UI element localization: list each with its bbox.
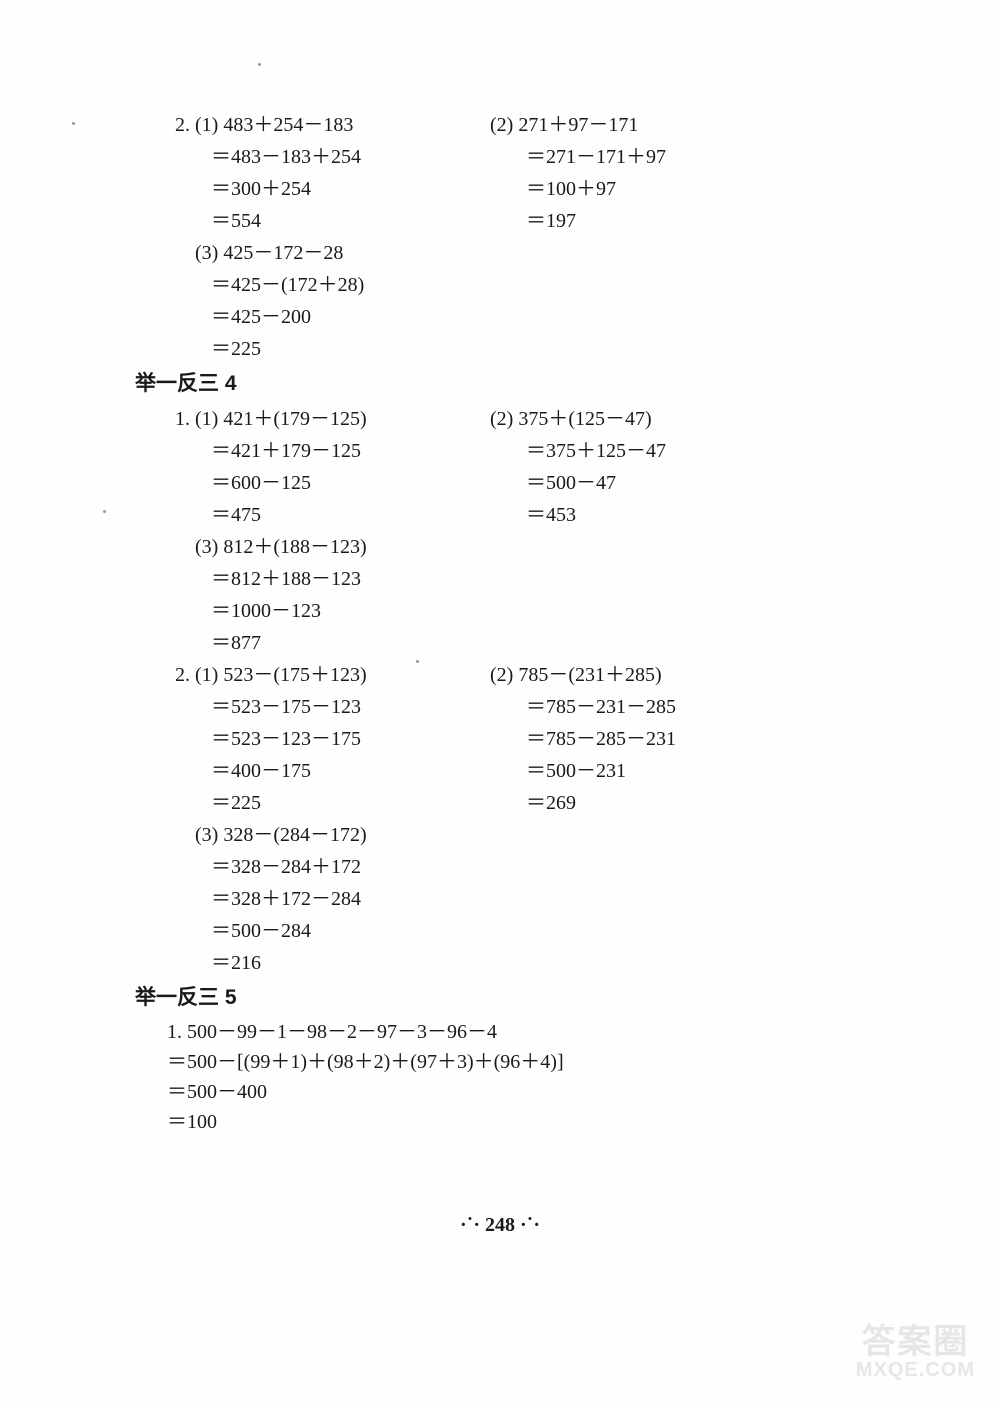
step-row: ＝523－123－175 ＝785－285－231 <box>135 724 920 754</box>
step: ＝500－[(99＋1)＋(98＋2)＋(97＋3)＋(96＋4)] <box>135 1047 920 1077</box>
step: ＝375＋125－47 <box>490 436 920 466</box>
problem-label: (2) 375＋(125－47) <box>490 404 920 434</box>
section-heading: 举一反三 5 <box>135 982 920 1014</box>
step: ＝523－123－175 <box>135 724 490 754</box>
step-row: ＝328－284＋172 <box>135 852 920 882</box>
page-number-deco: ·˙· <box>520 1214 540 1236</box>
step: ＝500－284 <box>135 916 490 946</box>
step: ＝271－171＋97 <box>490 142 920 172</box>
problem-row: 2. (1) 523－(175＋123) (2) 785－(231＋285) <box>135 660 920 690</box>
step-row: ＝475 ＝453 <box>135 500 920 530</box>
step-row: ＝421＋179－125 ＝375＋125－47 <box>135 436 920 466</box>
problem-row: (3) 425－172－28 <box>135 238 920 268</box>
problem-label: (2) 785－(231＋285) <box>490 660 920 690</box>
scan-speck <box>258 63 261 66</box>
step: ＝475 <box>135 500 490 530</box>
step: ＝328－284＋172 <box>135 852 490 882</box>
step: ＝425－200 <box>135 302 490 332</box>
step-row: ＝812＋188－123 <box>135 564 920 594</box>
problem-label: (3) 812＋(188－123) <box>135 532 490 562</box>
problem-row: 2. (1) 483＋254－183 (2) 271＋97－171 <box>135 110 920 140</box>
step-row: ＝600－125 ＝500－47 <box>135 468 920 498</box>
step-row: ＝500－284 <box>135 916 920 946</box>
step-row: ＝225 ＝269 <box>135 788 920 818</box>
page-number-value: 248 <box>485 1214 515 1236</box>
watermark-url: MXQE.COM <box>856 1359 975 1382</box>
step: ＝785－285－231 <box>490 724 920 754</box>
step: ＝100 <box>135 1107 920 1137</box>
step: ＝421＋179－125 <box>135 436 490 466</box>
scan-speck <box>72 122 75 125</box>
step-row: ＝425－(172＋28) <box>135 270 920 300</box>
problem-label: 2. (1) 523－(175＋123) <box>135 660 490 690</box>
step: ＝812＋188－123 <box>135 564 490 594</box>
page-number: ·˙· 248 ·˙· <box>0 1214 1000 1237</box>
step-row: ＝1000－123 <box>135 596 920 626</box>
step-row: ＝877 <box>135 628 920 658</box>
step: ＝225 <box>135 334 490 364</box>
step: ＝500－47 <box>490 468 920 498</box>
step: ＝100＋97 <box>490 174 920 204</box>
step: ＝554 <box>135 206 490 236</box>
step: ＝1000－123 <box>135 596 490 626</box>
problem-label: 1. (1) 421＋(179－125) <box>135 404 490 434</box>
step-row: ＝483－183＋254 ＝271－171＋97 <box>135 142 920 172</box>
step-row: ＝400－175 ＝500－231 <box>135 756 920 786</box>
step-row: ＝216 <box>135 948 920 978</box>
scan-speck <box>416 660 419 663</box>
section-heading: 举一反三 4 <box>135 368 920 400</box>
step-row: ＝225 <box>135 334 920 364</box>
watermark-text: 答案圈 <box>856 1314 975 1363</box>
page-number-deco: ·˙· <box>460 1214 480 1236</box>
step: ＝400－175 <box>135 756 490 786</box>
step: ＝500－231 <box>490 756 920 786</box>
step: ＝877 <box>135 628 490 658</box>
problem-label: 2. (1) 483＋254－183 <box>135 110 490 140</box>
problem-label: 1. 500－99－1－98－2－97－3－96－4 <box>135 1017 920 1047</box>
step-row: ＝300＋254 ＝100＋97 <box>135 174 920 204</box>
step-row: ＝523－175－123 ＝785－231－285 <box>135 692 920 722</box>
step: ＝600－125 <box>135 468 490 498</box>
step: ＝197 <box>490 206 920 236</box>
step: ＝785－231－285 <box>490 692 920 722</box>
problem-label: (3) 328－(284－172) <box>135 820 490 850</box>
step: ＝425－(172＋28) <box>135 270 490 300</box>
step: ＝500－400 <box>135 1077 920 1107</box>
step: ＝225 <box>135 788 490 818</box>
problem-row: (3) 812＋(188－123) <box>135 532 920 562</box>
step: ＝216 <box>135 948 490 978</box>
problem-row: (3) 328－(284－172) <box>135 820 920 850</box>
step: ＝269 <box>490 788 920 818</box>
step: ＝328＋172－284 <box>135 884 490 914</box>
step-row: ＝328＋172－284 <box>135 884 920 914</box>
step: ＝523－175－123 <box>135 692 490 722</box>
scan-speck <box>103 510 106 513</box>
problem-label: (3) 425－172－28 <box>135 238 490 268</box>
watermark: 答案圈 MXQE.COM <box>856 1314 975 1382</box>
step: ＝483－183＋254 <box>135 142 490 172</box>
problem-row: 1. (1) 421＋(179－125) (2) 375＋(125－47) <box>135 404 920 434</box>
step: ＝300＋254 <box>135 174 490 204</box>
step-row: ＝554 ＝197 <box>135 206 920 236</box>
step-row: ＝425－200 <box>135 302 920 332</box>
step: ＝453 <box>490 500 920 530</box>
problem-label: (2) 271＋97－171 <box>490 110 920 140</box>
page-content: 2. (1) 483＋254－183 (2) 271＋97－171 ＝483－1… <box>0 0 1000 1197</box>
